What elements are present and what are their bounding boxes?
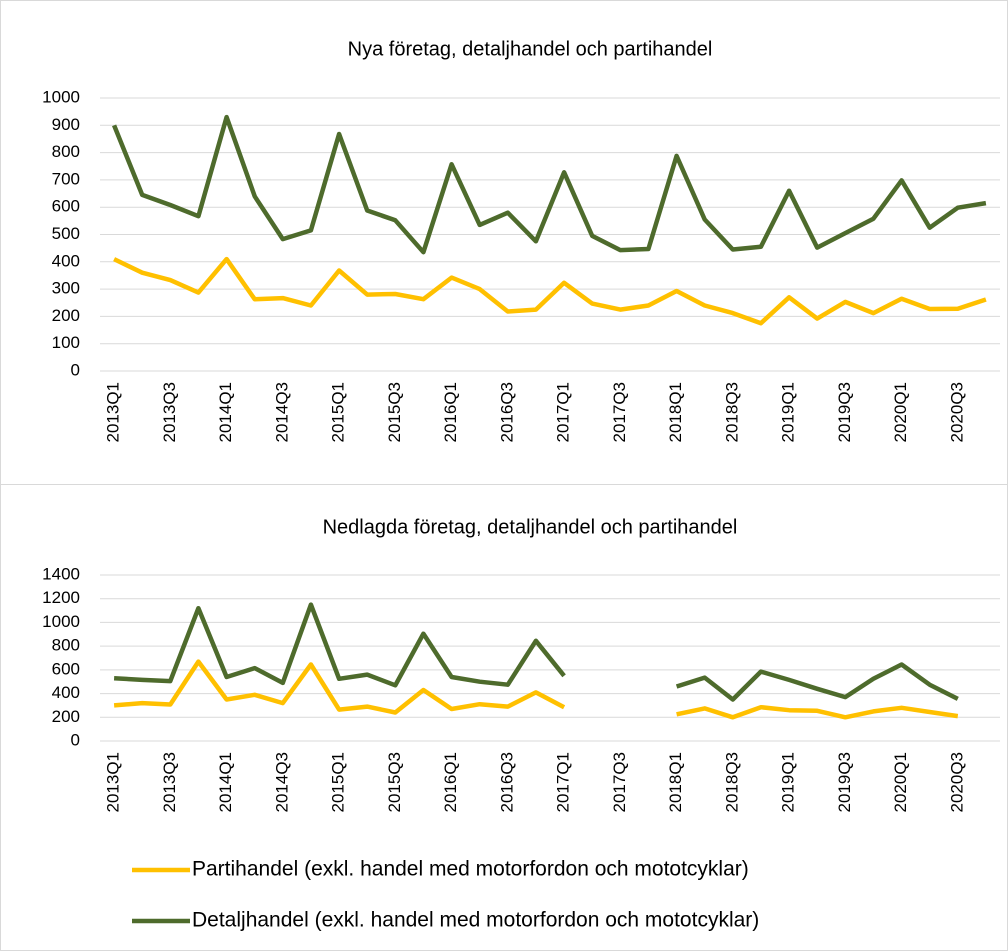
x-tick-label: 2019Q1 xyxy=(779,752,798,813)
x-tick-label: 2015Q1 xyxy=(329,382,348,443)
legend-label: Detaljhandel (exkl. handel med motorford… xyxy=(192,909,759,932)
y-tick-label: 400 xyxy=(52,683,80,702)
y-tick-label: 600 xyxy=(52,659,80,678)
y-tick-label: 700 xyxy=(52,169,80,188)
x-tick-label: 2015Q3 xyxy=(385,752,404,813)
legend-label: Partihandel (exkl. handel med motorfordo… xyxy=(192,858,749,881)
x-tick-label: 2016Q3 xyxy=(497,752,516,813)
y-tick-label: 800 xyxy=(52,636,80,655)
x-tick-label: 2013Q1 xyxy=(104,382,123,443)
x-tick-label: 2017Q3 xyxy=(610,752,629,813)
series-line xyxy=(113,256,987,326)
x-tick-label: 2018Q1 xyxy=(666,752,685,813)
y-tick-label: 0 xyxy=(71,730,80,749)
y-tick-label: 300 xyxy=(52,279,80,298)
x-tick-label: 2018Q1 xyxy=(666,382,685,443)
chart-title: Nedlagda företag, detaljhandel och parti… xyxy=(323,516,738,538)
x-tick-label: 2020Q1 xyxy=(891,382,910,443)
x-tick-label: 2019Q3 xyxy=(835,752,854,813)
x-tick-label: 2020Q1 xyxy=(891,752,910,813)
chart-title: Nya företag, detaljhandel och partihande… xyxy=(348,38,713,60)
x-tick-label: 2018Q3 xyxy=(722,752,741,813)
y-tick-label: 900 xyxy=(52,115,80,134)
y-tick-label: 1400 xyxy=(42,564,80,583)
x-tick-label: 2017Q1 xyxy=(554,382,573,443)
x-tick-label: 2019Q3 xyxy=(835,382,854,443)
x-tick-label: 2017Q3 xyxy=(610,382,629,443)
x-tick-label: 2015Q1 xyxy=(329,752,348,813)
x-tick-label: 2016Q1 xyxy=(441,752,460,813)
y-tick-label: 200 xyxy=(52,707,80,726)
x-tick-label: 2014Q1 xyxy=(216,382,235,443)
y-tick-label: 100 xyxy=(52,333,80,352)
x-tick-label: 2016Q1 xyxy=(441,382,460,443)
x-tick-label: 2016Q3 xyxy=(497,382,516,443)
y-tick-label: 800 xyxy=(52,142,80,161)
y-tick-label: 200 xyxy=(52,306,80,325)
x-tick-label: 2013Q3 xyxy=(160,382,179,443)
x-tick-label: 2020Q3 xyxy=(947,752,966,813)
x-tick-label: 2020Q3 xyxy=(947,382,966,443)
y-tick-label: 600 xyxy=(52,197,80,216)
x-tick-label: 2015Q3 xyxy=(385,382,404,443)
x-tick-label: 2017Q1 xyxy=(554,752,573,813)
x-tick-label: 2019Q1 xyxy=(779,382,798,443)
y-tick-label: 1200 xyxy=(42,588,80,607)
y-tick-label: 500 xyxy=(52,224,80,243)
series-line xyxy=(113,659,959,720)
x-tick-label: 2014Q1 xyxy=(216,752,235,813)
x-tick-label: 2013Q3 xyxy=(160,752,179,813)
y-tick-label: 1000 xyxy=(42,612,80,631)
y-tick-label: 0 xyxy=(71,360,80,379)
x-tick-label: 2014Q3 xyxy=(272,752,291,813)
x-tick-label: 2018Q3 xyxy=(722,382,741,443)
series-line xyxy=(112,114,987,255)
y-tick-label: 1000 xyxy=(42,87,80,106)
series-line xyxy=(113,602,959,702)
y-tick-label: 400 xyxy=(52,251,80,270)
x-tick-label: 2014Q3 xyxy=(272,382,291,443)
x-tick-label: 2013Q1 xyxy=(104,752,123,813)
